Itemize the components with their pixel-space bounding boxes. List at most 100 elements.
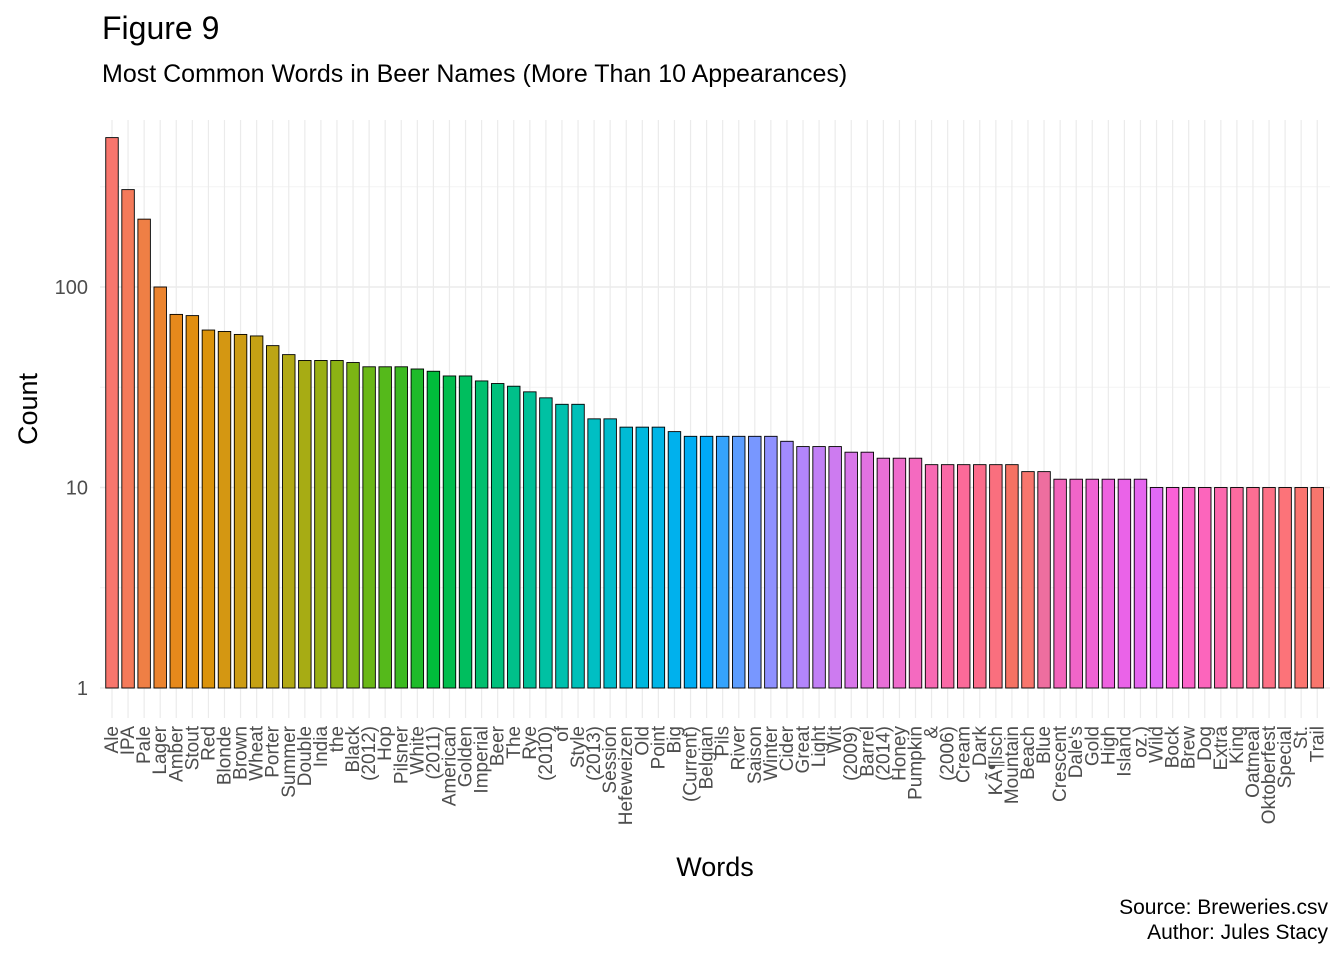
x-tick-label: (2006) bbox=[938, 726, 959, 781]
x-tick-label: St. bbox=[1291, 726, 1312, 749]
bar-honey bbox=[892, 457, 907, 689]
bar-red bbox=[201, 329, 216, 689]
bar-cream bbox=[957, 464, 971, 689]
bar-dale-s bbox=[1069, 478, 1083, 689]
x-tick-label: Hop bbox=[375, 726, 396, 761]
x-tick-label: Big bbox=[664, 726, 685, 753]
bar-golden bbox=[458, 375, 473, 689]
x-tick-label: of bbox=[552, 725, 573, 742]
x-tick-label: Great bbox=[793, 725, 814, 773]
x-tick-label: (2014) bbox=[873, 726, 894, 781]
bar-great bbox=[796, 446, 810, 689]
x-tick-label: IPA bbox=[118, 726, 139, 756]
bar-stout bbox=[185, 315, 200, 689]
bar-oatmeal bbox=[1246, 487, 1260, 689]
x-tick-label: River bbox=[729, 725, 750, 770]
y-axis-label: Count bbox=[13, 372, 43, 445]
y-tick-labels: 1 10 100 bbox=[55, 277, 88, 700]
x-tick-label: Brown bbox=[231, 726, 252, 780]
bar-bock bbox=[1165, 487, 1180, 689]
x-tick-label: Dark bbox=[970, 726, 991, 767]
x-tick-label: Ale bbox=[102, 726, 123, 753]
bar-pale bbox=[137, 218, 151, 689]
bar-old bbox=[635, 426, 650, 689]
x-tick-label: Beer bbox=[488, 725, 509, 766]
x-tick-label: Special bbox=[1275, 726, 1296, 788]
x-tick-label: Session bbox=[600, 726, 621, 794]
x-tick-label: Old bbox=[632, 726, 653, 756]
x-tick-label: Blonde bbox=[214, 726, 235, 785]
x-tick-label: Blue bbox=[1034, 726, 1055, 764]
bar-brown bbox=[233, 333, 248, 689]
x-tick-label: Trail bbox=[1307, 726, 1328, 762]
bar-pilsner bbox=[394, 366, 408, 689]
chart-subtitle: Most Common Words in Beer Names (More Th… bbox=[102, 60, 848, 88]
bar-gold bbox=[1085, 478, 1099, 689]
bar-the bbox=[507, 385, 521, 689]
x-tick-label: Oktoberfest bbox=[1259, 725, 1280, 824]
x-tick-label: Cream bbox=[954, 726, 975, 783]
bar-ipa bbox=[121, 189, 135, 689]
bar-double bbox=[298, 360, 312, 689]
bar-river bbox=[732, 435, 746, 689]
x-tick-label: Double bbox=[295, 726, 316, 786]
x-tick-label: Stout bbox=[182, 725, 203, 770]
x-tick-label: Island bbox=[1114, 726, 1135, 777]
bar-india bbox=[314, 360, 328, 689]
x-tick-label: the bbox=[327, 726, 348, 752]
x-tick-label: Pilsner bbox=[391, 725, 412, 784]
x-tick-label: Gold bbox=[1082, 726, 1103, 766]
caption-source: Source: Breweries.csv bbox=[1119, 896, 1328, 919]
x-tick-label: (2012) bbox=[359, 726, 380, 781]
bar-dark bbox=[973, 464, 987, 689]
bar-point bbox=[651, 426, 666, 689]
bar-american bbox=[442, 375, 457, 689]
x-tick-label: India bbox=[311, 726, 332, 768]
bar-saison bbox=[748, 435, 762, 689]
bar-st bbox=[1294, 487, 1308, 689]
x-tick-label: American bbox=[439, 726, 460, 806]
x-tick-label: Red bbox=[198, 726, 219, 761]
x-tick-label: oz.) bbox=[1130, 726, 1151, 758]
bar-of bbox=[555, 403, 569, 689]
bar-2006 bbox=[940, 464, 955, 689]
x-tick-label: Bock bbox=[1163, 726, 1184, 769]
x-axis-label: Words bbox=[676, 852, 754, 882]
x-tick-label: Wild bbox=[1147, 726, 1168, 763]
x-tick-label: Crescent bbox=[1050, 725, 1071, 802]
bar-king bbox=[1230, 487, 1244, 689]
x-tick-label: Amber bbox=[166, 725, 187, 782]
x-tick-label: Black bbox=[343, 726, 364, 773]
x-tick-label: Porter bbox=[263, 725, 284, 777]
x-tick-label: Saison bbox=[745, 726, 766, 784]
bar-extra bbox=[1214, 487, 1228, 689]
bar-2012 bbox=[362, 366, 376, 689]
x-tick-label: Light bbox=[809, 725, 830, 767]
x-tick-label: Honey bbox=[889, 726, 910, 781]
x-tick-label: Pumpkin bbox=[906, 726, 927, 800]
x-tick-label: Beach bbox=[1018, 726, 1039, 780]
x-tick-label: Hefeweizen bbox=[616, 726, 637, 825]
bar-oktoberfest bbox=[1262, 487, 1276, 689]
x-tick-label: King bbox=[1227, 726, 1248, 764]
bar-trail bbox=[1310, 487, 1324, 689]
x-tick-label: Style bbox=[568, 726, 589, 768]
bar-brew bbox=[1181, 487, 1196, 689]
bar-current bbox=[683, 435, 698, 689]
bar-beer bbox=[490, 383, 505, 689]
bar-porter bbox=[266, 345, 280, 689]
y-tick-label: 100 bbox=[55, 277, 88, 299]
bar-wit bbox=[828, 446, 842, 689]
bar-hop bbox=[378, 366, 392, 689]
bar-k-lsch bbox=[989, 464, 1003, 689]
bar-black bbox=[346, 362, 360, 689]
bar-high bbox=[1101, 478, 1116, 689]
bar-big bbox=[667, 431, 682, 689]
bar-amber bbox=[169, 313, 183, 689]
bar-special bbox=[1278, 487, 1292, 689]
bar-mountain bbox=[1005, 464, 1019, 689]
bar-session bbox=[603, 418, 617, 689]
x-tick-label: (2010) bbox=[536, 726, 557, 781]
bar- bbox=[924, 464, 939, 689]
